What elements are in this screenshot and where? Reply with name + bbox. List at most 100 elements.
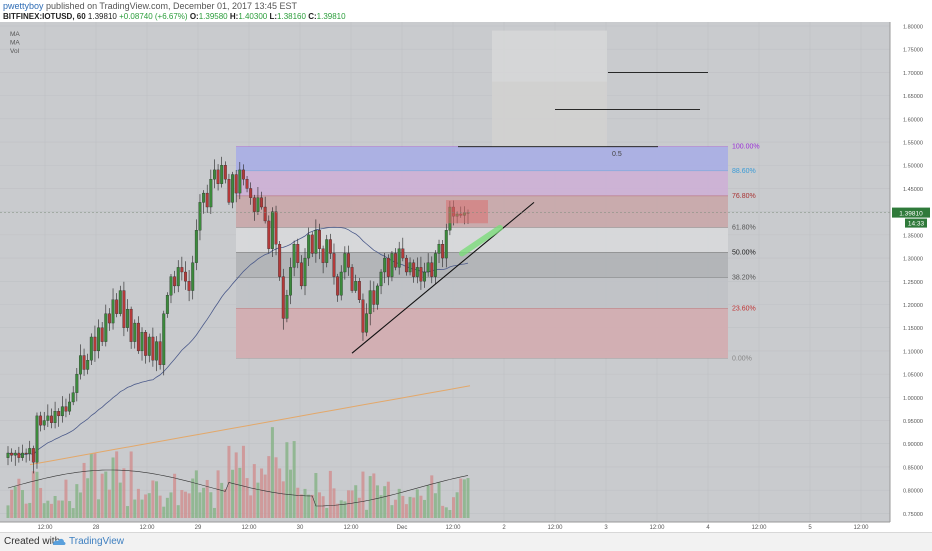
candle-body bbox=[336, 276, 340, 296]
volume-bar bbox=[426, 485, 430, 518]
volume-bar bbox=[118, 482, 122, 518]
volume-bar bbox=[379, 495, 383, 518]
time-tick: 12:00 bbox=[343, 525, 359, 531]
candle-body bbox=[423, 271, 426, 282]
candle-body bbox=[93, 336, 97, 352]
volume-bar bbox=[126, 506, 130, 518]
candle-body bbox=[35, 415, 39, 463]
price-tick: 0.90000 bbox=[903, 442, 923, 448]
candle-body bbox=[314, 230, 318, 254]
time-tick: 2 bbox=[502, 525, 506, 531]
candle-body bbox=[184, 271, 187, 282]
candle-body bbox=[368, 290, 372, 314]
price-axis-background bbox=[890, 22, 932, 532]
candle-body bbox=[104, 313, 108, 342]
symbol-name[interactable]: BITFINEX:IOTUSD, 60 bbox=[3, 12, 86, 21]
fib-level-label: 23.60% bbox=[732, 306, 756, 313]
candle-body bbox=[263, 206, 267, 222]
candle-body bbox=[155, 341, 158, 361]
close-value: 1.39810 bbox=[316, 12, 346, 21]
volume-bar bbox=[173, 473, 177, 518]
volume-bar bbox=[147, 493, 151, 518]
candle-body bbox=[202, 192, 206, 203]
published-text: published on TradingView.com, December 0… bbox=[46, 1, 298, 11]
author-link[interactable]: pwettyboy bbox=[3, 1, 44, 11]
volume-bar bbox=[241, 445, 245, 518]
volume-bar bbox=[216, 470, 220, 518]
volume-bar bbox=[144, 494, 148, 518]
support-trendline bbox=[351, 201, 535, 354]
candle-body bbox=[46, 415, 50, 421]
open-label: O: bbox=[189, 12, 199, 21]
volume-bar bbox=[267, 456, 271, 518]
level-0-5-label: 0.5 bbox=[612, 151, 622, 158]
volume-bar bbox=[408, 496, 412, 518]
time-tick: Dec bbox=[397, 525, 408, 531]
candle-body bbox=[165, 295, 169, 314]
price-tick: 1.50000 bbox=[903, 164, 923, 170]
volume-bar bbox=[394, 499, 398, 518]
candle-body bbox=[39, 415, 43, 426]
volume-bar bbox=[415, 489, 419, 518]
tradingview-link[interactable]: TradingView bbox=[69, 536, 125, 547]
fib-band bbox=[236, 146, 728, 171]
candle-body bbox=[274, 211, 278, 245]
volume-bar bbox=[289, 469, 293, 518]
time-axis[interactable]: 12:00 28 12:00 29 12:00 30 12:00 Dec 12:00 2 12:00… bbox=[37, 525, 869, 531]
volume-bar bbox=[183, 491, 187, 518]
volume-bar bbox=[129, 451, 133, 518]
volume-bar bbox=[238, 467, 242, 518]
candle-body bbox=[339, 271, 343, 296]
price-chart[interactable]: 100.00%88.60%76.80%61.80%50.00%38.20%23.… bbox=[0, 22, 932, 532]
candle-body bbox=[31, 448, 35, 463]
price-tick: 1.30000 bbox=[903, 257, 923, 263]
candle-body bbox=[57, 411, 61, 417]
volume-bar bbox=[430, 475, 434, 518]
candle-body bbox=[234, 174, 238, 194]
candle-body bbox=[270, 211, 274, 249]
candle-body bbox=[260, 197, 263, 208]
fib-level-label: 38.20% bbox=[732, 275, 756, 282]
volume-bar bbox=[169, 492, 173, 518]
chart-area[interactable]: 100.00% 88.60% 76.80% 61.80% 50.00% 38.20% 23.… bbox=[0, 22, 932, 532]
candle-body bbox=[122, 290, 126, 328]
fib-level-label: 61.80% bbox=[732, 224, 756, 231]
price-tick: 1.05000 bbox=[903, 373, 923, 379]
candle-body bbox=[71, 392, 75, 403]
volume-bar bbox=[223, 488, 227, 518]
countdown-badge-text: 14:33 bbox=[908, 220, 925, 227]
volume-bar bbox=[86, 478, 90, 518]
candlesticks bbox=[6, 156, 470, 474]
candle-body bbox=[231, 174, 235, 203]
projection-zone[interactable]: 0.5 bbox=[458, 30, 708, 158]
candle-body bbox=[97, 327, 101, 352]
time-tick: 28 bbox=[93, 525, 100, 531]
volume-bar bbox=[343, 501, 347, 518]
volume-bar bbox=[198, 492, 202, 518]
close-label: C: bbox=[308, 12, 317, 21]
indicator-label: MA bbox=[10, 31, 20, 38]
candle-body bbox=[375, 285, 379, 305]
candle-body bbox=[278, 244, 282, 277]
volume-bar bbox=[162, 506, 166, 518]
volume-bar bbox=[249, 495, 253, 518]
price-tick: 1.45000 bbox=[903, 187, 923, 193]
candle-body bbox=[209, 179, 213, 208]
candle-body bbox=[241, 169, 245, 180]
price-axis[interactable]: 1.80000 1.75000 1.70000 1.65000 1.60000 1.550… bbox=[892, 25, 930, 518]
volume-bar bbox=[332, 488, 336, 518]
volume-bar bbox=[57, 500, 61, 518]
open-value: 1.39580 bbox=[198, 12, 228, 21]
candle-body bbox=[328, 239, 332, 254]
candle-body bbox=[415, 267, 419, 277]
volume-bar bbox=[314, 473, 318, 518]
candle-body bbox=[390, 253, 394, 277]
annotations[interactable] bbox=[0, 200, 890, 354]
volume-bar bbox=[115, 451, 119, 518]
candle-body bbox=[267, 220, 271, 249]
candle-body bbox=[296, 244, 300, 263]
volume-bar bbox=[285, 442, 289, 518]
candle-body bbox=[249, 188, 253, 198]
volume-bar bbox=[433, 493, 437, 518]
time-tick: 12:00 bbox=[547, 525, 563, 531]
